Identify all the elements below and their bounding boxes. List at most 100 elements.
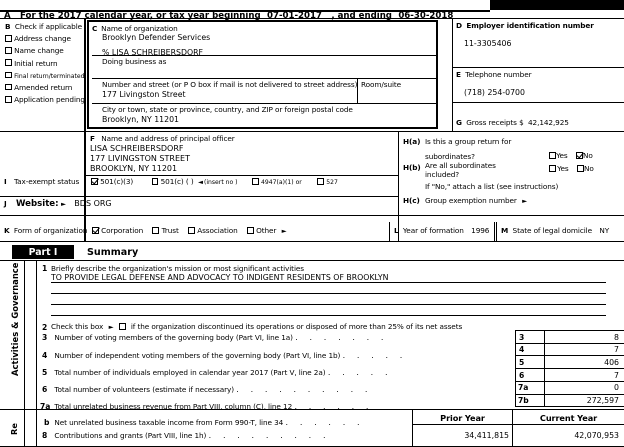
officer-name[interactable]: LISA SCHREIBERSDORF xyxy=(90,144,184,153)
block-c-name-label: Name of organization xyxy=(101,24,178,33)
checkbox-application-pending[interactable]: Application pending xyxy=(5,95,85,105)
block-e-letter: E xyxy=(456,70,461,79)
block-k-label: Form of organization xyxy=(13,226,88,235)
checkbox-corporation-icon[interactable] xyxy=(92,226,99,234)
block-i: I Tax-exempt status xyxy=(4,177,79,186)
box-label-3: 3 xyxy=(519,332,525,342)
checkbox-name-change[interactable]: Name change xyxy=(5,46,83,55)
block-b: B Check if applicable Address change Nam… xyxy=(5,22,85,107)
website-value[interactable]: BDS ORG xyxy=(74,199,112,208)
line-7a-number: 7a xyxy=(40,402,51,411)
mission-statement-value[interactable]: TO PROVIDE LEGAL DEFENSE AND ADVOCACY TO… xyxy=(51,273,389,282)
state-of-domicile-value[interactable]: NY xyxy=(599,226,610,235)
line-a-begin-date[interactable]: 07-01-2017 xyxy=(266,10,322,21)
block-b-title: Check if applicable xyxy=(14,22,83,31)
org-name-value[interactable]: Brooklyn Defender Services xyxy=(102,33,211,42)
checkbox-trust-icon[interactable] xyxy=(152,226,160,234)
block-l-label: Year of formation xyxy=(402,226,464,235)
checkbox-4947a1-icon[interactable] xyxy=(251,177,259,185)
checkbox-label: Application pending xyxy=(14,95,85,105)
block-hc-letter: H(c) xyxy=(403,196,420,205)
checkbox-label: Name change xyxy=(14,46,64,56)
checkbox-initial-return[interactable]: Initial return xyxy=(5,59,83,68)
line-8-prior-year-value[interactable]: 34,411,815 xyxy=(464,431,509,440)
leader-dots: . . . . . xyxy=(327,368,393,377)
block-e: E Telephone number (718) 254-0700 xyxy=(456,70,620,97)
line-4-value[interactable]: 7 xyxy=(614,345,619,355)
checkbox-ha-no-icon[interactable] xyxy=(575,151,583,159)
block-hb-letter: H(b) xyxy=(403,163,421,172)
officer-street[interactable]: 177 LIVINGSTON STREET xyxy=(90,154,190,163)
checkbox-association-icon[interactable] xyxy=(188,226,195,234)
checkbox-4947a1-label: 4947(a)(1) or xyxy=(261,179,302,186)
line-3-label: Number of voting members of the governin… xyxy=(54,333,293,342)
block-ha-text-2: subordinates? xyxy=(425,152,475,161)
box-label-7a: 7a xyxy=(518,383,529,393)
block-i-label: Tax-exempt status xyxy=(13,177,80,186)
leader-dots: . . . . . . . . . xyxy=(208,431,331,440)
care-of-name-value[interactable]: % LISA SCHREIBERSDORF xyxy=(102,48,204,57)
year-of-formation-value[interactable]: 1996 xyxy=(471,226,490,235)
checkbox-icon[interactable] xyxy=(5,47,12,54)
block-hb-yes-no: Yes No xyxy=(549,164,594,173)
block-m-letter: M xyxy=(501,226,509,235)
checkbox-hb-yes-label: Yes xyxy=(557,164,569,173)
line-2-text-after: if the organization discontinued its ope… xyxy=(130,322,463,331)
checkbox-hb-yes-icon[interactable] xyxy=(549,164,556,172)
checkbox-amended-return[interactable]: Amended return xyxy=(5,83,83,92)
checkbox-527-icon[interactable] xyxy=(317,177,324,185)
officer-city[interactable]: BROOKLYN, NY 11201 xyxy=(90,164,178,173)
gross-receipts-value[interactable]: 42,142,925 xyxy=(528,118,569,127)
line-6-value[interactable]: 7 xyxy=(614,370,619,380)
checkbox-address-change[interactable]: Address change xyxy=(5,34,83,43)
telephone-value[interactable]: (718) 254-0700 xyxy=(464,88,525,97)
line-8-number: 8 xyxy=(42,431,48,440)
line-5-number: 5 xyxy=(42,368,48,377)
checkbox-other-icon[interactable] xyxy=(247,226,254,234)
ein-value[interactable]: 11-3305406 xyxy=(464,39,512,48)
city-value[interactable]: Brooklyn, NY 11201 xyxy=(102,115,179,124)
checkbox-ha-yes-icon[interactable] xyxy=(549,151,556,159)
checkbox-501c3-icon[interactable] xyxy=(91,177,98,185)
checkbox-501c3-label: 501(c)(3) xyxy=(100,177,134,186)
checkbox-icon[interactable] xyxy=(5,83,12,91)
street-value[interactable]: 177 Livingston Street xyxy=(102,90,186,99)
line-a-end-date[interactable]: 06-30-2018 xyxy=(398,10,454,21)
line-3-value[interactable]: 8 xyxy=(614,332,619,342)
checkbox-discontinued-operations-icon[interactable] xyxy=(118,322,126,330)
insert-no-label: (insert no ) xyxy=(203,179,238,186)
checkbox-501c-icon[interactable] xyxy=(151,177,159,185)
line-6-number: 6 xyxy=(42,385,48,394)
line-5-label: Total number of individuals employed in … xyxy=(54,368,326,377)
checkbox-icon[interactable] xyxy=(5,96,12,103)
line-8-current-year-value[interactable]: 42,070,953 xyxy=(574,431,619,440)
block-ha-letter: H(a) xyxy=(403,137,421,146)
checkbox-hb-no-icon[interactable] xyxy=(576,164,584,172)
checkbox-ha-no-label: No xyxy=(583,151,593,160)
line-7b-value[interactable]: 272,597 xyxy=(586,396,619,405)
arrow-right-icon: ► xyxy=(60,200,66,208)
block-hb-note: If "No," attach a list (see instructions… xyxy=(425,182,559,191)
checkbox-icon[interactable] xyxy=(5,71,12,79)
checkbox-final-return-terminated[interactable]: Final return/terminated xyxy=(5,71,85,80)
part-1-label: Part I xyxy=(28,246,58,258)
block-c: C Name of organization Brooklyn Defender… xyxy=(87,20,438,129)
block-hb-text-2: included? xyxy=(425,170,460,179)
part-1-header: Part I Summary xyxy=(12,245,622,259)
block-d-letter: D xyxy=(456,21,462,30)
checkbox-icon[interactable] xyxy=(5,35,12,42)
block-j-label: Website: xyxy=(15,199,59,209)
block-f: F Name and address of principal officer … xyxy=(90,134,390,173)
block-f-letter: F xyxy=(90,134,95,143)
block-m-label: State of legal domicile xyxy=(512,226,593,235)
line-1-number: 1 xyxy=(42,264,48,273)
checkbox-icon[interactable] xyxy=(5,59,12,67)
block-hc-row: Group exemption number ► xyxy=(425,196,531,205)
checkbox-label: Address change xyxy=(14,34,71,44)
line-7a-value[interactable]: 0 xyxy=(614,383,619,393)
checkbox-other-label: Other xyxy=(256,226,277,235)
checkbox-corporation-label: Corporation xyxy=(101,226,144,235)
line-5-value[interactable]: 406 xyxy=(604,357,619,367)
street-label: Number and street (or P O box if mail is… xyxy=(102,80,358,89)
